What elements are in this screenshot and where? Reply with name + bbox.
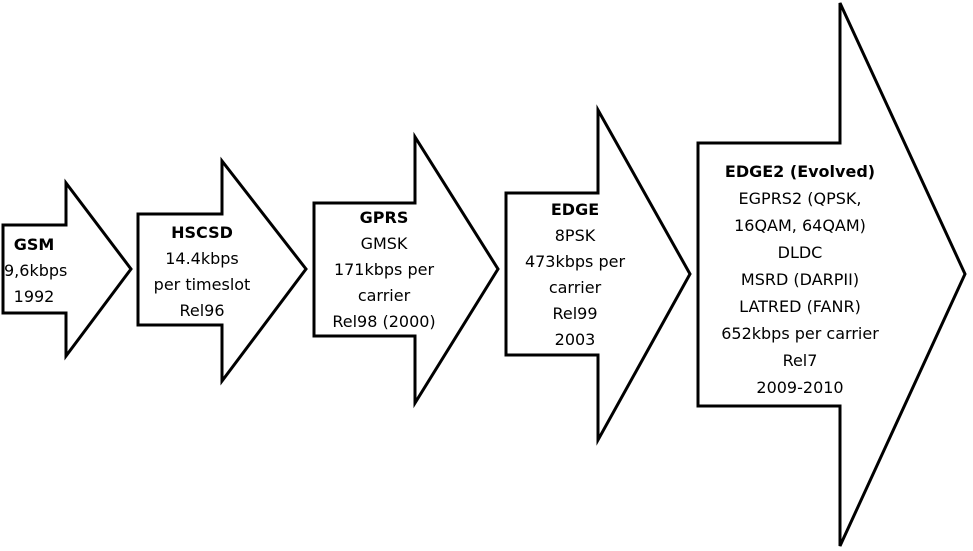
arrow-edge: [504, 104, 692, 446]
hscsd-release: Rel96: [179, 301, 225, 320]
title-edge2: EDGE2 (Evolved): [724, 162, 876, 181]
arrow-hscsd: [136, 156, 308, 386]
edge-release: Rel99: [552, 304, 598, 323]
label-edge: EDGE 8PSK 473kbps per carrier Rel99 2003: [508, 197, 642, 353]
label-hscsd: HSCSD 14.4kbps per timeslot Rel96: [140, 220, 264, 324]
title-gprs: GPRS: [359, 208, 409, 227]
edge2-line-5: LATRED (FANR): [739, 297, 861, 316]
label-gsm: GSM 9,6kbps 1992: [4, 232, 68, 310]
gprs-release: Rel98 (2000): [332, 312, 436, 331]
hscsd-rate: 14.4kbps: [165, 249, 239, 268]
arrow-edge2: [696, 2, 967, 547]
gprs-rate: 171kbps per: [333, 260, 435, 279]
gsm-year: 1992: [13, 287, 55, 306]
edge2-rate: 652kbps per carrier: [721, 324, 879, 343]
gprs-modulation: GMSK: [360, 234, 408, 253]
edge2-years: 2009-2010: [756, 378, 844, 397]
edge-modulation: 8PSK: [554, 226, 596, 245]
gsm-rate: 9,6kbps: [4, 261, 68, 280]
edge2-line-4: MSRD (DARPII): [740, 270, 860, 289]
arrow-gsm: [1, 178, 133, 361]
edge-unit: carrier: [548, 278, 602, 297]
edge2-line-1: EGPRS2 (QPSK,: [738, 189, 862, 208]
edge2-line-3: DLDC: [777, 243, 823, 262]
edge2-release: Rel7: [782, 351, 818, 370]
title-hscsd: HSCSD: [171, 223, 233, 242]
title-edge: EDGE: [550, 200, 600, 219]
arrow-gprs: [312, 131, 500, 409]
edge-rate: 473kbps per: [524, 252, 626, 271]
hscsd-unit: per timeslot: [153, 275, 251, 294]
label-edge2: EDGE2 (Evolved) EGPRS2 (QPSK, 16QAM, 64Q…: [700, 158, 900, 401]
title-gsm: GSM: [13, 235, 55, 254]
edge-year: 2003: [554, 330, 596, 349]
gprs-unit: carrier: [357, 286, 411, 305]
label-gprs: GPRS GMSK 171kbps per carrier Rel98 (200…: [316, 205, 452, 335]
edge2-line-2: 16QAM, 64QAM): [734, 216, 866, 235]
